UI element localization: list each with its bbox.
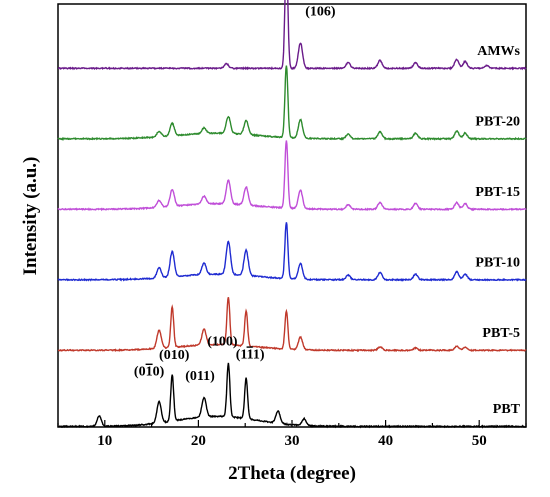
series-label-pbt-10: PBT-10 — [475, 255, 520, 270]
peak-label-3: (010) — [159, 348, 190, 363]
x-axis-title: 2Theta (degree) — [228, 463, 356, 484]
x-axis-ticks: 10 20 30 40 50 — [57, 420, 527, 449]
x-tick-label-30: 30 — [285, 433, 300, 449]
series-label-pbt-20: PBT-20 — [475, 114, 520, 129]
peak-label-5: (100) — [207, 334, 238, 349]
x-tick-label-50: 50 — [472, 433, 487, 449]
series-label-pbt: PBT — [493, 402, 521, 417]
series-label-pbt-5: PBT-5 — [482, 326, 520, 341]
series-layer — [57, 0, 527, 429]
series-line-amws — [58, 0, 527, 71]
y-axis-title: Intensity (a.u.) — [20, 157, 41, 276]
series-line-pbt-20 — [57, 65, 527, 141]
series-line-pbt-15 — [57, 140, 527, 212]
series-line-pbt-5 — [57, 297, 527, 353]
peak-label-1: (106) — [305, 5, 336, 20]
x-tick-label-40: 40 — [378, 433, 393, 449]
peak-label-6: (111) — [236, 347, 265, 362]
series-line-pbt-10 — [57, 222, 527, 282]
peak-label-2: (010) — [134, 365, 165, 380]
series-line-pbt — [57, 362, 527, 429]
series-label-pbt-15: PBT-15 — [475, 185, 520, 200]
x-tick-label-10: 10 — [97, 433, 112, 449]
series-label-amws: AMWs — [477, 44, 520, 59]
annotation-layer: (104)(106)(010)(010)(011)(100)(111) — [134, 5, 336, 384]
x-tick-label-20: 20 — [191, 433, 206, 449]
series-label-layer: PBT PBT-5 PBT-10 PBT-15 PBT-20 AMWs — [475, 44, 520, 417]
peak-label-4: (011) — [185, 369, 215, 384]
